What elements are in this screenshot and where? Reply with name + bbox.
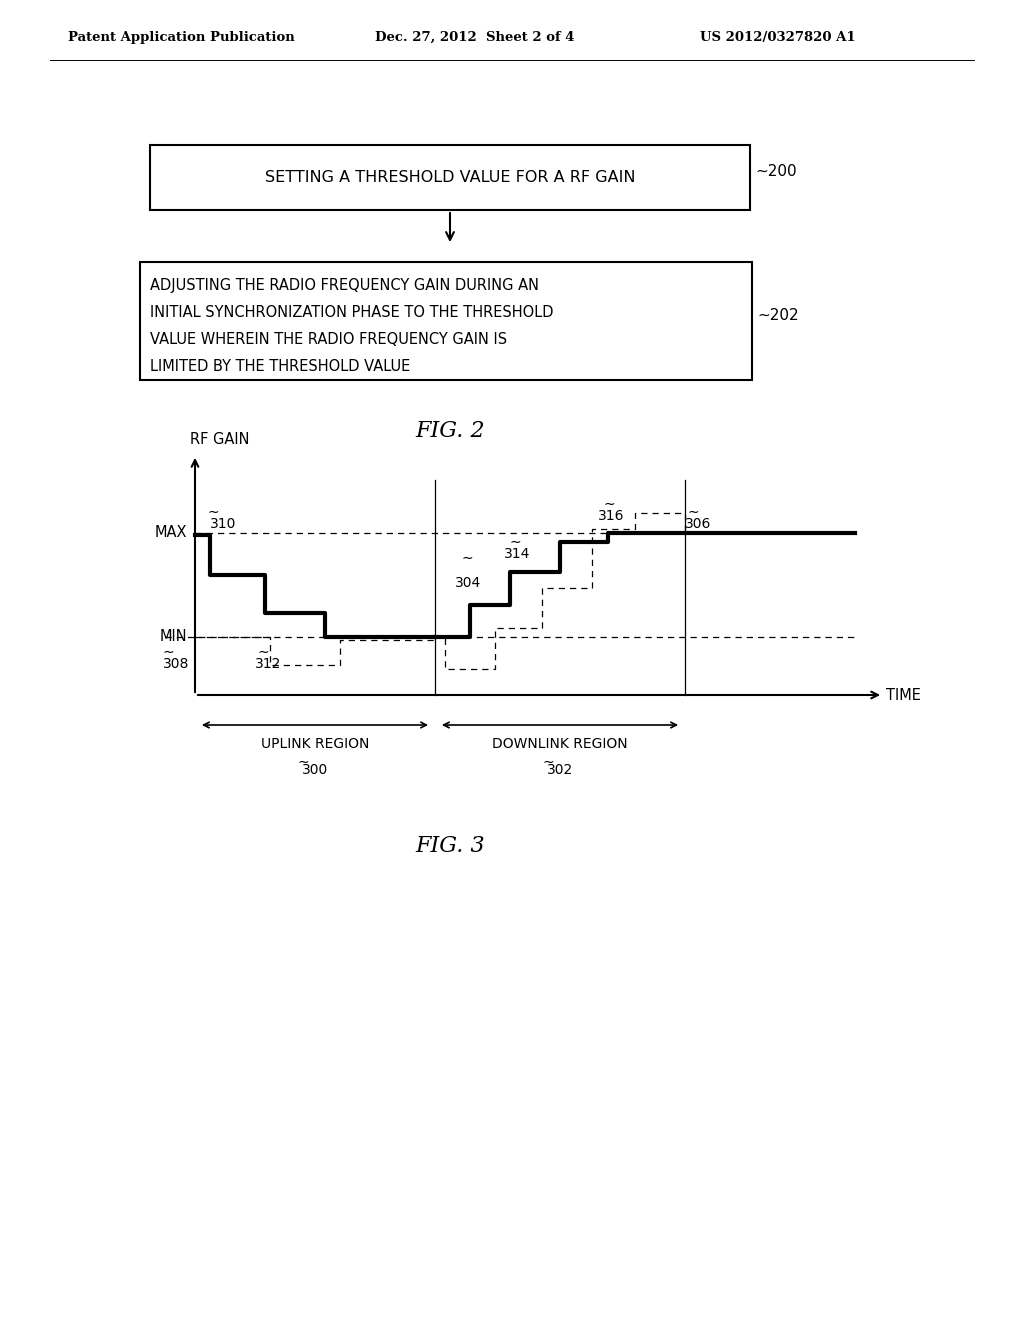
Text: 306: 306 <box>685 516 712 531</box>
Text: ∼: ∼ <box>510 535 521 549</box>
Text: LIMITED BY THE THRESHOLD VALUE: LIMITED BY THE THRESHOLD VALUE <box>150 359 411 374</box>
Text: 312: 312 <box>255 657 282 671</box>
Text: ∼: ∼ <box>163 645 175 659</box>
Text: 300: 300 <box>302 763 328 777</box>
Text: TIME: TIME <box>886 688 921 702</box>
Text: ∼: ∼ <box>297 755 309 770</box>
Text: 304: 304 <box>455 576 481 590</box>
Text: ∼: ∼ <box>462 550 474 565</box>
Text: FIG. 3: FIG. 3 <box>415 836 484 857</box>
Text: US 2012/0327820 A1: US 2012/0327820 A1 <box>700 30 856 44</box>
Text: INITIAL SYNCHRONIZATION PHASE TO THE THRESHOLD: INITIAL SYNCHRONIZATION PHASE TO THE THR… <box>150 305 554 319</box>
Text: ADJUSTING THE RADIO FREQUENCY GAIN DURING AN: ADJUSTING THE RADIO FREQUENCY GAIN DURIN… <box>150 279 539 293</box>
Text: DOWNLINK REGION: DOWNLINK REGION <box>493 737 628 751</box>
Text: ∼: ∼ <box>208 504 219 519</box>
Text: Dec. 27, 2012  Sheet 2 of 4: Dec. 27, 2012 Sheet 2 of 4 <box>375 30 574 44</box>
Text: VALUE WHEREIN THE RADIO FREQUENCY GAIN IS: VALUE WHEREIN THE RADIO FREQUENCY GAIN I… <box>150 333 507 347</box>
Text: 314: 314 <box>504 546 530 561</box>
Text: ∼: ∼ <box>543 755 554 770</box>
Text: ∼200: ∼200 <box>755 164 797 180</box>
Text: 302: 302 <box>547 763 573 777</box>
Text: 310: 310 <box>210 516 237 531</box>
Text: Patent Application Publication: Patent Application Publication <box>68 30 295 44</box>
Text: ∼: ∼ <box>604 496 615 511</box>
Text: ∼: ∼ <box>688 504 699 519</box>
Text: FIG. 2: FIG. 2 <box>415 420 484 442</box>
Text: RF GAIN: RF GAIN <box>190 433 250 447</box>
Text: ∼: ∼ <box>258 645 269 659</box>
Bar <box>150 145 750 210</box>
Text: ∼202: ∼202 <box>757 308 799 322</box>
Text: 308: 308 <box>163 657 189 671</box>
Text: MIN: MIN <box>160 630 187 644</box>
Text: MAX: MAX <box>155 525 187 540</box>
Bar <box>140 261 752 380</box>
Text: SETTING A THRESHOLD VALUE FOR A RF GAIN: SETTING A THRESHOLD VALUE FOR A RF GAIN <box>265 170 635 185</box>
Text: 316: 316 <box>598 508 625 523</box>
Text: UPLINK REGION: UPLINK REGION <box>261 737 370 751</box>
